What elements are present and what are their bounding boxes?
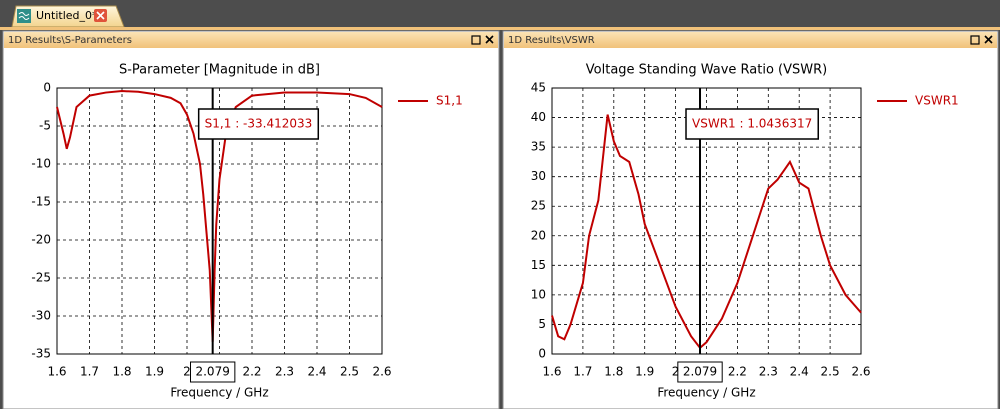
tab-icon-wave [18, 12, 30, 20]
x-tick-label: 2.3 [275, 365, 294, 379]
series-line [56, 90, 383, 342]
marker-x-label: 2.079 [683, 365, 717, 379]
x-tick-label: 1.8 [604, 365, 623, 379]
y-tick-label: -30 [31, 309, 51, 323]
series-line [551, 114, 862, 350]
y-tick-label: -15 [31, 195, 51, 209]
tab-close-icon [96, 11, 105, 20]
x-tick-label: 2.2 [242, 365, 261, 379]
y-tick-label: 0 [43, 81, 51, 95]
x-axis-label: Frequency / GHz [657, 386, 755, 400]
marker-label-box [197, 108, 320, 140]
x-axis-label: Frequency / GHz [170, 386, 268, 400]
x-tick-label: 2.6 [372, 365, 391, 379]
legend-label: S1,1 [436, 94, 463, 108]
x-tick-label: 2.5 [821, 365, 840, 379]
marker-label: S1,1 : -33.412033 [205, 117, 313, 131]
tab-title: Untitled_0* [36, 9, 98, 22]
maximize-button[interactable] [970, 35, 980, 45]
x-tick-label: 1.9 [635, 365, 654, 379]
x-tick-label: 1.8 [112, 365, 131, 379]
y-tick-label: 20 [531, 228, 546, 242]
panel-header [4, 32, 498, 48]
x-tick-label: 2.4 [307, 365, 326, 379]
y-tick-label: 5 [538, 317, 546, 331]
legend-label: VSWR1 [915, 94, 959, 108]
y-tick-label: 25 [531, 199, 546, 213]
x-tick-label: 1.7 [80, 365, 99, 379]
chart-title: S-Parameter [Magnitude in dB] [119, 63, 320, 78]
x-tick-label: 2.2 [728, 365, 747, 379]
y-tick-label: -35 [31, 347, 51, 361]
x-tick-label: 2.6 [851, 365, 870, 379]
y-tick-label: -25 [31, 271, 51, 285]
y-tick-label: 35 [531, 140, 546, 154]
y-tick-label: 0 [538, 347, 546, 361]
y-tick-label: -20 [31, 233, 51, 247]
marker-x-box [677, 361, 723, 383]
x-tick-label: 2.4 [790, 365, 809, 379]
close-button[interactable] [485, 35, 494, 44]
x-tick-label: 2 [672, 365, 680, 379]
x-tick-label: 2.3 [759, 365, 778, 379]
close-button[interactable] [984, 35, 993, 44]
marker-label: VSWR1 : 1.0436317 [692, 117, 812, 131]
chart-title: Voltage Standing Wave Ratio (VSWR) [586, 63, 827, 78]
x-tick-label: 1.6 [542, 365, 561, 379]
y-tick-label: 10 [531, 287, 546, 301]
x-tick-label: 2 [183, 365, 191, 379]
panel-title: 1D Results\S-Parameters [8, 35, 132, 46]
y-tick-label: -5 [39, 119, 51, 133]
x-tick-label: 1.9 [145, 365, 164, 379]
x-tick-label: 2.5 [340, 365, 359, 379]
tab-strip [0, 27, 1000, 30]
y-tick-label: 30 [531, 169, 546, 183]
y-tick-label: -10 [31, 157, 51, 171]
x-tick-label: 1.6 [47, 365, 66, 379]
y-tick-label: 45 [531, 81, 546, 95]
y-tick-label: 40 [531, 110, 546, 124]
x-tick-label: 1.7 [573, 365, 592, 379]
maximize-button[interactable] [471, 35, 481, 45]
marker-label-box [685, 108, 819, 140]
panel-header [504, 32, 997, 48]
tab-icon [17, 9, 31, 23]
marker-x-box [189, 361, 236, 383]
marker-x-label: 2.079 [195, 365, 229, 379]
y-tick-label: 15 [531, 258, 546, 272]
panel-title: 1D Results\VSWR [508, 35, 595, 46]
